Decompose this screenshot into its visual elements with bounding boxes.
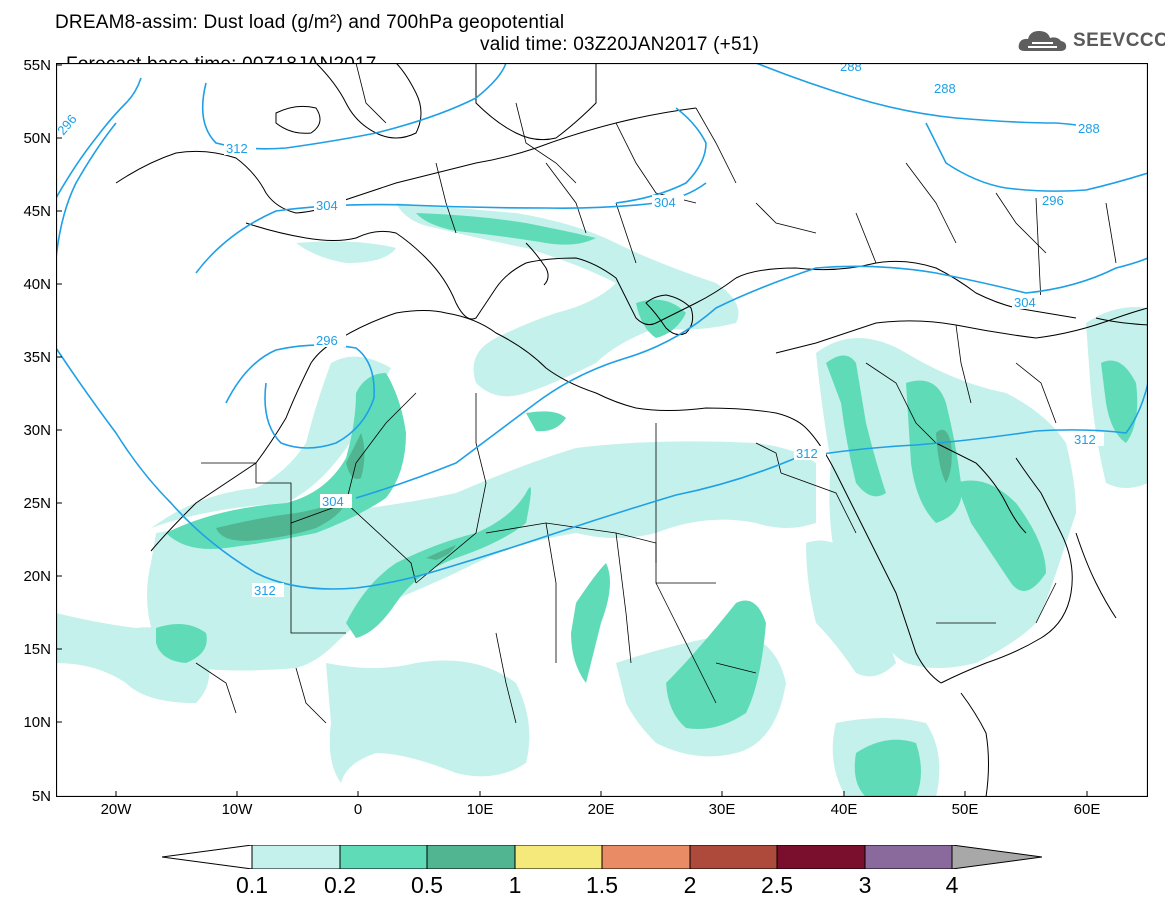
colorbar-label: 3 (858, 872, 872, 898)
contour-label: 288 (934, 81, 956, 96)
lat-label: 25N (23, 495, 51, 512)
colorbar-label: 2.5 (761, 872, 793, 898)
lat-label: 30N (23, 422, 51, 439)
map-title: DREAM8-assim: Dust load (g/m²) and 700hP… (55, 12, 565, 33)
colorbar-high-arrow (951, 845, 1042, 869)
lat-label: 55N (23, 57, 51, 74)
lon-label: 10W (221, 801, 253, 818)
contour-label: 288 (840, 63, 862, 74)
colorbar-swatch (251, 845, 341, 869)
colorbar-swatch (426, 845, 516, 869)
lon-label: 30E (708, 801, 736, 818)
contour-labels: 296 304 312 312 304 296 304 312 288 288 … (56, 63, 1108, 598)
lat-label: 50N (23, 130, 51, 147)
colorbar (162, 845, 1042, 869)
lat-label: 45N (23, 203, 51, 220)
map-panel: 296 304 312 312 304 296 304 312 288 288 … (56, 63, 1148, 797)
lon-label: 0 (353, 801, 363, 818)
lat-label: 35N (23, 349, 51, 366)
coastlines (115, 63, 1148, 797)
contour-label: 296 (1042, 193, 1064, 208)
contour-label: 288 (1078, 121, 1100, 136)
logo-text: SEEVCCC (1073, 30, 1165, 51)
seevccc-logo: SEEVCCC (1017, 27, 1165, 55)
contour-label: 304 (322, 494, 344, 509)
contour-label: 304 (654, 195, 676, 210)
contour-label: 312 (226, 141, 248, 156)
colorbar-swatch (339, 845, 428, 869)
colorbar-swatch (864, 845, 953, 869)
lat-label: 40N (23, 276, 51, 293)
colorbar-swatch (601, 845, 691, 869)
colorbar-label: 0.5 (411, 872, 443, 898)
colorbar-swatch (689, 845, 778, 869)
colorbar-swatch (776, 845, 866, 869)
lon-label: 20E (587, 801, 615, 818)
colorbar-label: 1.5 (586, 872, 618, 898)
valid-time: valid time: 03Z20JAN2017 (+51) (480, 34, 760, 55)
contour-label: 304 (1014, 295, 1036, 310)
colorbar-label: 0.1 (236, 872, 268, 898)
lon-label: 10E (466, 801, 494, 818)
geopotential-contours (56, 63, 1148, 590)
lon-label: 50E (951, 801, 979, 818)
colorbar-low-arrow (162, 845, 253, 869)
colorbar-label: 4 (945, 872, 959, 898)
contour-label: 312 (254, 583, 276, 598)
lat-label: 15N (23, 641, 51, 658)
lat-label: 5N (31, 788, 51, 805)
lat-label: 20N (23, 568, 51, 585)
lat-label: 10N (23, 714, 51, 731)
colorbar-swatch (514, 845, 603, 869)
cloud-icon (1018, 31, 1067, 51)
contour-label: 304 (316, 198, 338, 213)
lon-label: 40E (830, 801, 858, 818)
lon-label: 60E (1073, 801, 1101, 818)
contour-label: 312 (796, 446, 818, 461)
contour-label: 312 (1074, 432, 1096, 447)
colorbar-label: 2 (683, 872, 697, 898)
colorbar-label: 1 (508, 872, 522, 898)
contour-label: 296 (316, 333, 338, 348)
colorbar-label: 0.2 (324, 872, 356, 898)
lon-label: 20W (100, 801, 132, 818)
